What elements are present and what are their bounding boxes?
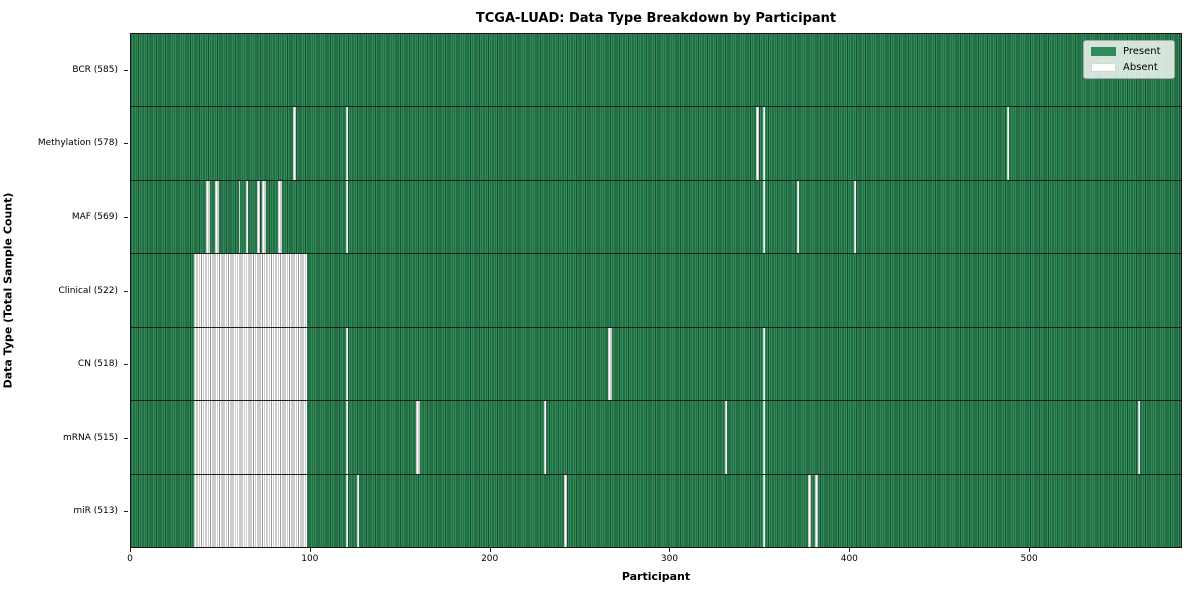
legend-item-present: Present — [1091, 46, 1167, 57]
x-tick-label: 500 — [1020, 554, 1038, 564]
x-tick-label: 400 — [840, 554, 858, 564]
y-tick-label: miR (513) — [73, 506, 118, 517]
heatmap-row-mrna — [131, 401, 1181, 475]
absent-segment — [608, 327, 612, 401]
absent-segment — [416, 401, 420, 474]
absent-segment — [762, 180, 765, 254]
legend-label: Absent — [1123, 62, 1158, 73]
legend-item-absent: Absent — [1091, 62, 1167, 73]
legend-label: Present — [1123, 46, 1161, 57]
y-tick-mark — [124, 216, 128, 218]
y-tick-mark — [124, 69, 128, 71]
heatmap-row-mir — [131, 474, 1181, 547]
x-tick-label: 0 — [127, 554, 133, 564]
y-tick-label: MAF (569) — [71, 211, 118, 222]
absent-segment — [262, 180, 266, 254]
heatmap-row-maf — [131, 180, 1181, 255]
absent-segment — [762, 474, 765, 547]
absent-segment — [854, 180, 857, 254]
absent-segment — [762, 327, 765, 401]
y-tick-mark — [124, 364, 128, 366]
y-tick-label: CN (518) — [77, 359, 118, 370]
absent-segment — [796, 180, 799, 254]
x-tick-mark — [489, 548, 491, 552]
absent-segment — [346, 474, 349, 547]
absent-segment — [762, 107, 765, 180]
y-axis-ticks: BCR (585) Methylation (578) MAF (569) Clini… — [0, 33, 130, 548]
absent-segment — [346, 327, 349, 401]
x-tick-mark — [669, 548, 671, 552]
absent-segment — [814, 474, 819, 547]
absent-segment — [563, 474, 568, 547]
absent-segment — [725, 401, 727, 474]
x-tick-mark — [130, 548, 131, 552]
absent-segment — [762, 401, 765, 474]
absent-segment — [346, 107, 349, 180]
absent-segment — [238, 180, 241, 254]
x-tick-label: 300 — [660, 554, 679, 564]
y-tick-label: Clinical (522) — [58, 285, 118, 296]
heatmap-row-methylation — [131, 107, 1181, 181]
absent-segment — [193, 401, 307, 474]
absent-segment — [193, 254, 307, 327]
absent-segment — [1006, 107, 1009, 180]
absent-segment — [206, 180, 210, 254]
absent-segment — [256, 180, 261, 254]
absent-segment — [346, 401, 349, 474]
heatmap-row-cn — [131, 327, 1181, 402]
heatmap-plot — [130, 33, 1182, 548]
absent-segment — [278, 180, 282, 254]
absent-segment — [755, 107, 760, 180]
y-tick-mark — [124, 511, 128, 513]
heatmap-row-bcr — [131, 34, 1181, 108]
x-tick-mark — [309, 548, 311, 552]
y-tick-label: Methylation (578) — [37, 138, 118, 149]
absent-segment — [215, 180, 219, 254]
y-tick-label: mRNA (515) — [63, 432, 118, 443]
x-tick-mark — [849, 548, 851, 552]
absent-segment — [1137, 401, 1140, 474]
legend: Present Absent — [1083, 40, 1175, 79]
absent-segment — [543, 401, 546, 474]
y-tick-mark — [124, 437, 128, 439]
heatmap-row-clinical — [131, 254, 1181, 328]
y-tick-mark — [124, 290, 128, 292]
y-tick-label: BCR (585) — [72, 64, 118, 75]
x-tick-label: 200 — [481, 554, 499, 564]
absent-swatch-icon — [1091, 63, 1116, 72]
absent-segment — [357, 474, 359, 547]
absent-segment — [193, 327, 307, 401]
absent-segment — [346, 180, 349, 254]
x-axis-label: Participant — [621, 570, 691, 583]
absent-segment — [292, 107, 297, 180]
present-swatch-icon — [1091, 47, 1116, 56]
absent-segment — [193, 474, 307, 547]
x-tick-mark — [1029, 548, 1031, 552]
absent-segment — [807, 474, 812, 547]
x-axis-ticks: 0 100 200 300 400 500 — [127, 548, 1182, 570]
x-tick-label: 100 — [301, 554, 319, 564]
y-tick-mark — [124, 143, 128, 145]
chart-title: TCGA-LUAD: Data Type Breakdown by Partic… — [475, 11, 837, 26]
absent-segment — [245, 180, 248, 254]
